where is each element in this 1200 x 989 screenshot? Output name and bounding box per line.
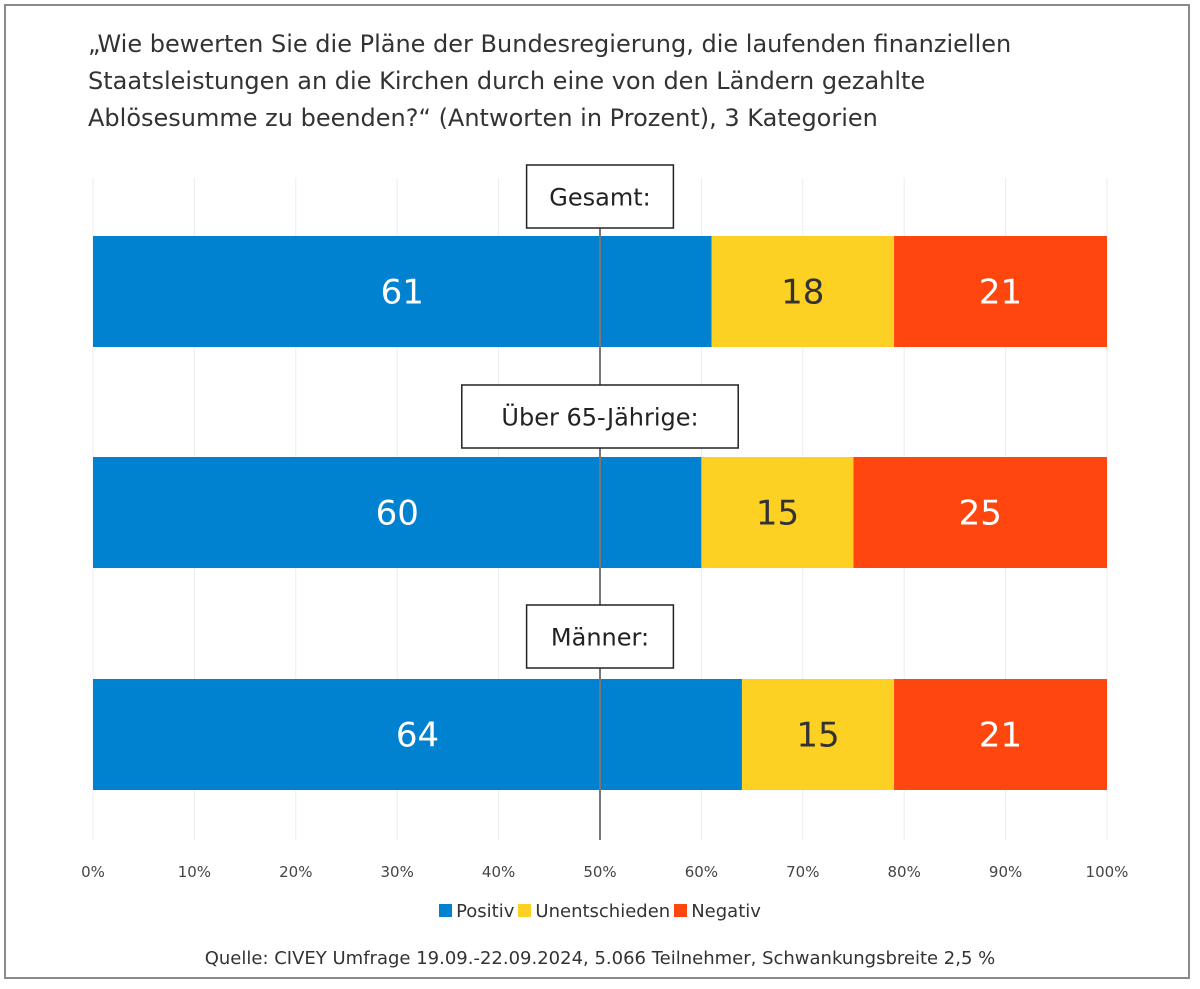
category-label-2: Über 65-Jährige: [501,403,698,432]
stacked-bar-chart: 61 18 21 60 15 25 64 15 21 Gesamt: Über 65-Jährig… [81,164,1128,881]
bar-2-unentschieden [701,457,854,568]
x-tick-label-3: 30% [381,863,414,881]
legend-item-unentschieden: Unentschieden [518,901,670,922]
category-label-3: Männer: [551,624,649,652]
legend-swatch-unentschieden [518,904,532,917]
data-label-1-positiv: 61 [381,273,424,313]
category-box-2 [461,384,739,449]
bar-2-negativ [853,457,1107,568]
x-tick-label-7: 70% [786,863,819,881]
data-label-1-unentschieden: 18 [781,273,824,313]
legend-item-positiv: Positiv [439,901,514,922]
chart-title: „Wie bewerten Sie die Pläne der Bundesre… [88,26,1088,137]
category-box-3 [525,604,675,669]
data-label-1-negativ: 21 [979,273,1022,313]
bar-1-unentschieden [711,236,895,347]
data-label-3-positiv: 64 [396,716,439,756]
legend: Positiv Unentschieden Negativ [0,901,1200,922]
chart-title-line-3: Ablösesumme zu beenden?“ (Antworten in P… [88,104,878,132]
data-label-2-positiv: 60 [376,494,419,534]
bar-3-positiv [93,679,742,790]
data-label-3-unentschieden: 15 [796,716,839,756]
x-tick-label-1: 10% [178,863,211,881]
legend-item-negativ: Negativ [674,901,761,922]
legend-label-negativ: Negativ [691,901,761,922]
data-label-2-unentschieden: 15 [756,494,799,534]
legend-swatch-positiv [439,904,453,917]
x-tick-label-10: 100% [1086,863,1129,881]
legend-label-positiv: Positiv [456,901,515,922]
data-label-2-negativ: 25 [959,494,1002,534]
x-tick-label-0: 0% [81,863,105,881]
x-tick-label-8: 80% [888,863,921,881]
bar-3-unentschieden [741,679,895,790]
chart-title-line-2: Staatsleistungen an die Kirchen durch ei… [88,67,926,95]
x-tick-label-4: 40% [482,863,515,881]
bar-1-positiv [93,236,712,347]
legend-label-unentschieden: Unentschieden [535,901,671,922]
category-label-1: Gesamt: [549,184,650,212]
x-tick-label-5: 50% [583,863,616,881]
category-box-1 [525,164,675,229]
x-tick-label-9: 90% [989,863,1022,881]
x-tick-label-2: 20% [279,863,312,881]
bar-3-negativ [894,679,1107,790]
source-note: Quelle: CIVEY Umfrage 19.09.-22.09.2024,… [204,948,996,969]
legend-swatch-negativ [674,904,688,917]
x-tick-label-6: 60% [685,863,718,881]
data-label-3-negativ: 21 [979,716,1022,756]
bar-1-negativ [894,236,1107,347]
chart-title-line-1: „Wie bewerten Sie die Pläne der Bundesre… [88,30,1012,58]
x-axis-ticks: 0% 10% 20% 30% 40% 50% 60% 70% 80% 90% 100% [81,863,1128,881]
category-labels: Gesamt: Über 65-Jährige: Männer: [461,164,739,669]
